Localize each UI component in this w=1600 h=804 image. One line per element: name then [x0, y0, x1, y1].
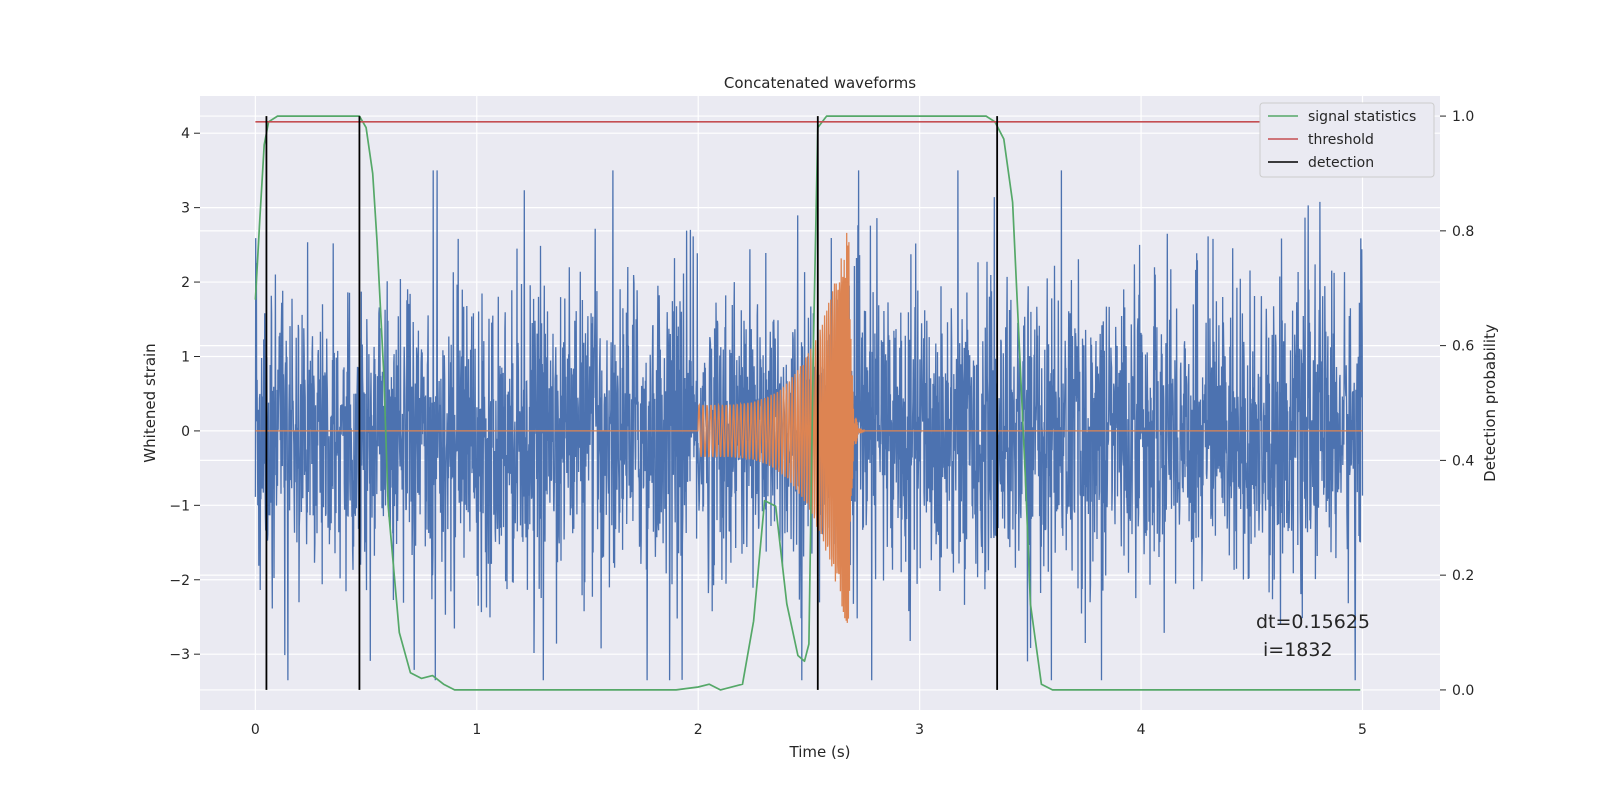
y-tick-label: 3 [181, 201, 190, 217]
legend-label-threshold: threshold [1308, 132, 1374, 148]
axes-layer: 0 1 2 3 4 5 −3 −2 −1 0 1 2 3 4 0.0 0.2 0.4 0.6 0.8 1.0 [169, 109, 1474, 738]
series-waveform-line [255, 232, 1363, 623]
annotation-dt: dt=0.15625 [1256, 611, 1370, 633]
legend-label-detection: detection [1308, 155, 1374, 171]
annotation-i: i=1832 [1263, 639, 1333, 661]
y-right-tick-label: 0.4 [1452, 453, 1474, 469]
y-right-tick-label: 1.0 [1452, 109, 1474, 125]
legend: signal statistics threshold detection [1259, 102, 1435, 178]
y-tick-label: 2 [181, 275, 190, 291]
y-tick-label: 1 [181, 349, 190, 365]
y-right-tick-label: 0.6 [1452, 339, 1474, 355]
y-right-tick-label: 0.2 [1452, 568, 1474, 584]
y-axis-label: Whitened strain [141, 343, 159, 462]
y-right-tick-label: 0.8 [1452, 224, 1474, 240]
legend-box [1259, 102, 1435, 178]
chart-title: Concatenated waveforms [724, 74, 916, 92]
series-signal-statistics-line [254, 115, 1361, 691]
x-tick-label: 3 [915, 722, 924, 738]
legend-label-signal-statistics: signal statistics [1308, 109, 1416, 125]
x-tick-label: 1 [472, 722, 481, 738]
x-tick-label: 0 [251, 722, 260, 738]
x-tick-label: 5 [1358, 722, 1367, 738]
y-tick-label: 4 [181, 126, 190, 142]
x-tick-label: 4 [1137, 722, 1146, 738]
y-right-axis-label: Detection probability [1481, 324, 1499, 482]
series-layer [254, 115, 1364, 691]
y-tick-label: −2 [169, 573, 190, 589]
x-axis-label: Time (s) [789, 743, 851, 761]
y-tick-label: 0 [181, 424, 190, 440]
y-right-tick-label: 0.0 [1452, 683, 1474, 699]
x-tick-label: 2 [694, 722, 703, 738]
y-tick-label: −1 [169, 498, 190, 514]
y-tick-label: −3 [169, 647, 190, 663]
